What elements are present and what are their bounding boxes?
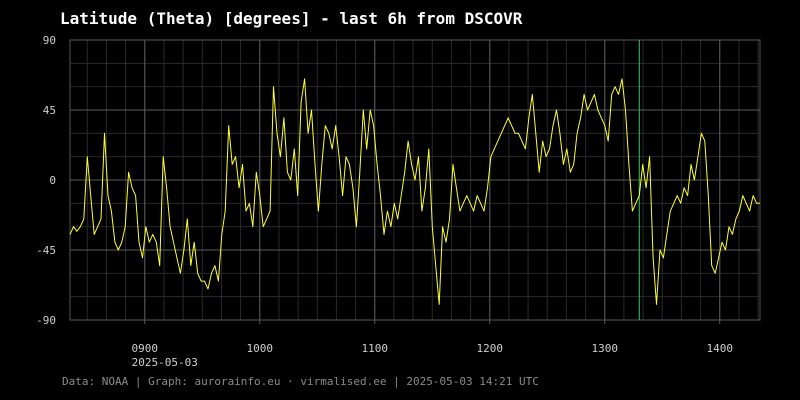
x-tick-label: 1300 (592, 342, 619, 355)
x-tick-label: 1200 (477, 342, 504, 355)
x-tick-label: 1000 (247, 342, 274, 355)
y-tick-label: -45 (36, 244, 56, 257)
date-label: 2025-05-03 (132, 356, 198, 369)
x-tick-label: 1100 (362, 342, 389, 355)
y-tick-label: 45 (43, 104, 56, 117)
footer-credits: Data: NOAA | Graph: aurorainfo.eu · virm… (62, 375, 539, 388)
x-tick-label: 0900 (132, 342, 159, 355)
y-tick-label: 0 (49, 174, 56, 187)
y-tick-labels: 90 45 0 -45 -90 (36, 34, 56, 327)
x-tick-label: 1400 (707, 342, 734, 355)
grid-lines (70, 39, 760, 324)
y-tick-label: -90 (36, 314, 56, 327)
x-tick-labels: 0900 1000 1100 1200 1300 1400 (132, 342, 734, 355)
series-line (69, 78, 760, 305)
y-tick-label: 90 (43, 34, 56, 47)
chart-title: Latitude (Theta) [degrees] - last 6h fro… (60, 9, 523, 28)
